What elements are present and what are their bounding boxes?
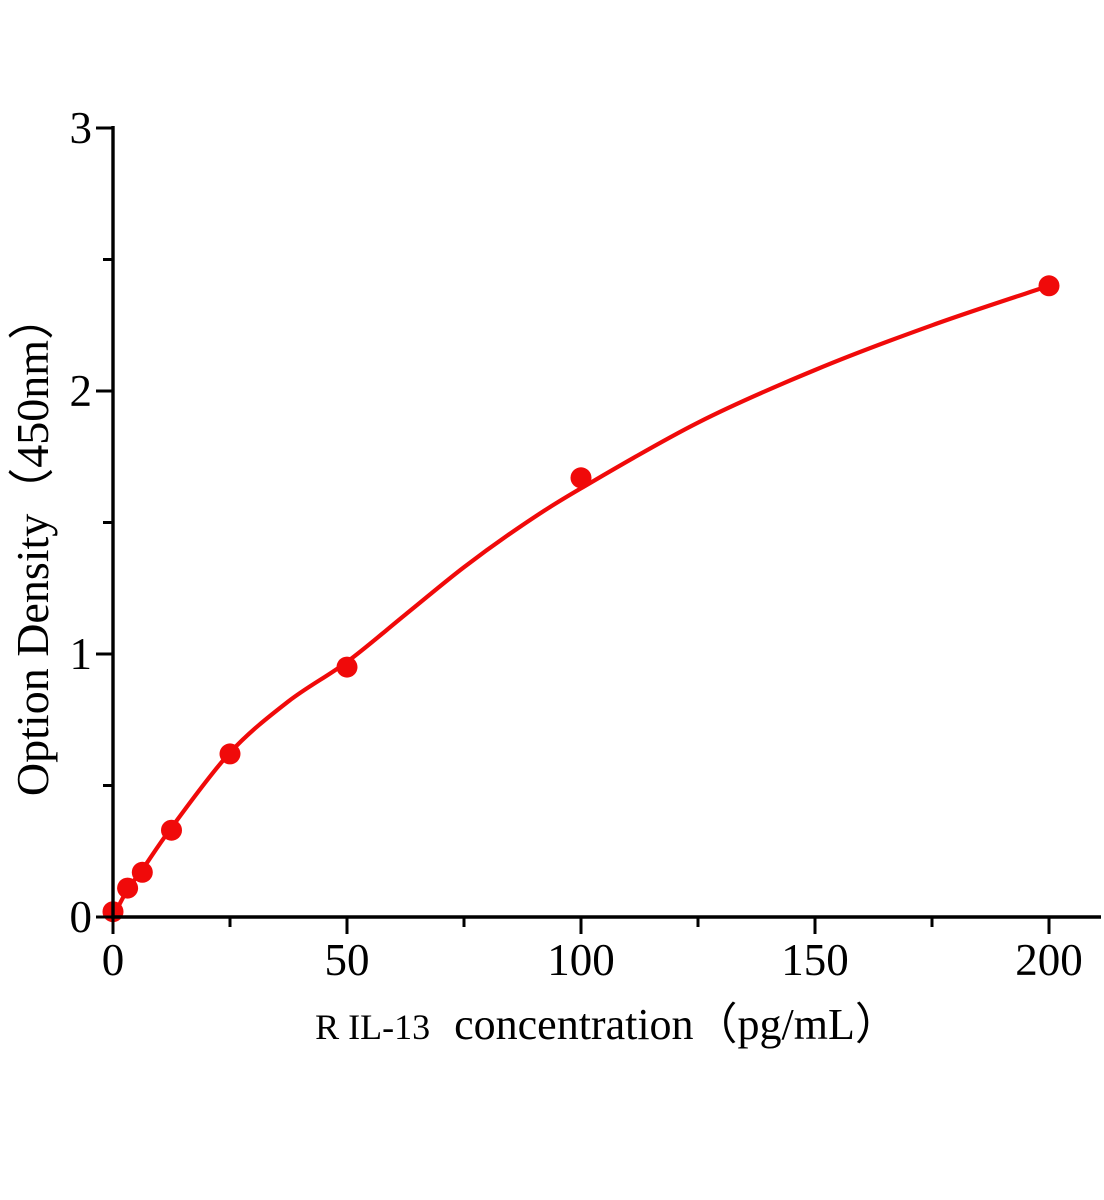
- fit-curve: [110, 283, 1052, 920]
- x-axis-title-analyte: R IL-13: [315, 1007, 431, 1047]
- y-tick-label: 0: [70, 892, 93, 942]
- x-tick-label: 150: [781, 935, 849, 985]
- y-tick-label: 1: [70, 629, 93, 679]
- tick-labels: 0 50 100 150 200 0 1 2 3: [70, 103, 1083, 985]
- series-standard-curve: [102, 275, 1060, 923]
- y-axis-title: Option Density（450nm）: [7, 293, 58, 797]
- x-tick-label: 200: [1015, 935, 1083, 985]
- y-axis-title-text: Option Density（450nm）: [7, 293, 58, 797]
- x-axis-title: R IL-13 concentration（pg/mL）: [315, 1003, 899, 1047]
- data-point: [570, 467, 592, 489]
- data-point: [131, 861, 153, 883]
- x-axis-title-text: concentration（pg/mL）: [454, 1000, 899, 1049]
- y-tick-label: 2: [70, 366, 93, 416]
- data-point: [117, 877, 139, 899]
- ticks: [96, 126, 1051, 934]
- data-point: [336, 656, 358, 678]
- data-point: [1038, 275, 1060, 297]
- data-point: [219, 743, 241, 765]
- data-point: [161, 819, 182, 841]
- x-tick-label: 0: [102, 935, 125, 985]
- x-tick-label: 100: [547, 935, 615, 985]
- x-tick-label: 50: [325, 935, 370, 985]
- y-tick-label: 3: [70, 103, 93, 153]
- axes: [111, 126, 1101, 919]
